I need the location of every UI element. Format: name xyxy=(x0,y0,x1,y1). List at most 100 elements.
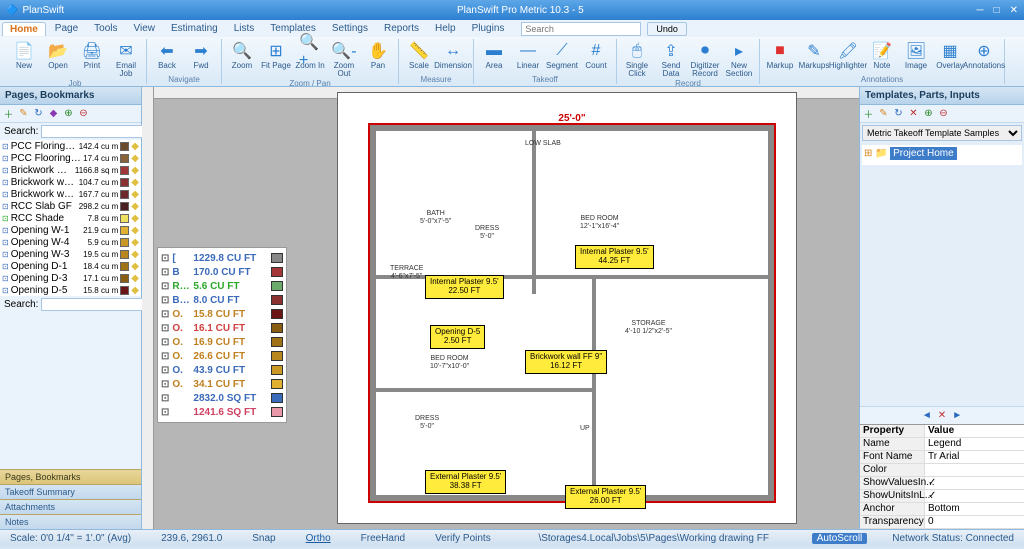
pan-button[interactable]: ✋Pan xyxy=(362,39,394,79)
menu-page[interactable]: Page xyxy=(48,22,85,35)
menu-tools[interactable]: Tools xyxy=(87,22,124,35)
property-row[interactable]: AnchorBottom xyxy=(860,503,1024,516)
add-icon[interactable]: ＋ xyxy=(2,107,15,120)
scale-button[interactable]: 📏Scale xyxy=(403,39,435,71)
callout[interactable]: Internal Plaster 9.5'44.25 FT xyxy=(575,245,654,269)
collapse-icon[interactable]: ⊖ xyxy=(77,107,90,120)
menu-help[interactable]: Help xyxy=(428,22,463,35)
zoom-in-button[interactable]: 🔍+Zoom In xyxy=(294,39,326,79)
ortho-toggle[interactable]: Ortho xyxy=(301,533,336,544)
markup-button[interactable]: ■Markup xyxy=(764,39,796,71)
callout[interactable]: Internal Plaster 9.5'22.50 FT xyxy=(425,275,504,299)
back-button[interactable]: ⬅Back xyxy=(151,39,183,71)
config-icon[interactable]: ✎ xyxy=(877,107,890,120)
tree-item[interactable]: ⊡PCC Flooring Ramp17.4 cu m◆ xyxy=(0,152,141,164)
menu-reports[interactable]: Reports xyxy=(377,22,426,35)
expand-icon[interactable]: ⊕ xyxy=(62,107,75,120)
segment-button[interactable]: ⟋Segment xyxy=(546,39,578,71)
callout[interactable]: External Plaster 9.5'38.38 FT xyxy=(425,470,506,494)
property-row[interactable]: ShowUnitsInL...✓ xyxy=(860,490,1024,503)
verify-toggle[interactable]: Verify Points xyxy=(430,533,496,544)
send-data-button[interactable]: ⇪Send Data xyxy=(655,39,687,79)
maximize-button[interactable]: □ xyxy=(994,5,1000,16)
open-button[interactable]: 📂Open xyxy=(42,39,74,79)
markups-button[interactable]: ✎Markups xyxy=(798,39,830,71)
tree-item[interactable]: ⊡Opening D-317.1 cu m◆ xyxy=(0,272,141,284)
tree-item[interactable]: ⊡Brickwork wall ...1166.8 sq m◆ xyxy=(0,164,141,176)
action-icon[interactable]: ◆ xyxy=(47,107,60,120)
callout[interactable]: Brickwork wall FF 9"16.12 FT xyxy=(525,350,607,374)
single-click-button[interactable]: 🖱Single Click xyxy=(621,39,653,79)
tab-attachments[interactable]: Attachments xyxy=(0,499,141,514)
digitizer-record-button[interactable]: ⏺Digitizer Record xyxy=(689,39,721,79)
tab-takeoff-summary[interactable]: Takeoff Summary xyxy=(0,484,141,499)
pages-tree[interactable]: ⊡PCC Floring 1:2:...142.4 cu m◆⊡PCC Floo… xyxy=(0,140,141,296)
template-tree[interactable]: ⊞ 📁 Project Home xyxy=(862,145,1022,165)
template-select[interactable]: Metric Takeoff Template Samples xyxy=(862,125,1022,141)
freehand-toggle[interactable]: FreeHand xyxy=(356,533,410,544)
property-row[interactable]: ShowValuesIn...✓ xyxy=(860,477,1024,490)
tree-item[interactable]: ⊡Opening W-319.5 cu m◆ xyxy=(0,248,141,260)
tab-notes[interactable]: Notes xyxy=(0,514,141,529)
close-button[interactable]: ✕ xyxy=(1010,5,1018,16)
tab-pages-bookmarks[interactable]: Pages, Bookmarks xyxy=(0,469,141,484)
property-row[interactable]: Font NameTr Arial xyxy=(860,451,1024,464)
annotations-button[interactable]: ⊕Annotations xyxy=(968,39,1000,71)
tree-item[interactable]: ⊡Opening D-118.4 cu m◆ xyxy=(0,260,141,272)
menu-lists[interactable]: Lists xyxy=(227,22,262,35)
image-button[interactable]: 🖼Image xyxy=(900,39,932,71)
project-home-item[interactable]: Project Home xyxy=(890,147,957,160)
collapse-icon[interactable]: ⊖ xyxy=(937,107,950,120)
property-row[interactable]: Transparency0 xyxy=(860,516,1024,529)
tree-item[interactable]: ⊡RCC Slab GF298.2 cu m◆ xyxy=(0,200,141,212)
menu-plugins[interactable]: Plugins xyxy=(465,22,512,35)
minimize-button[interactable]: ─ xyxy=(976,5,983,16)
refresh-icon[interactable]: ↻ xyxy=(892,107,905,120)
new-button[interactable]: 📄New xyxy=(8,39,40,79)
tree-item[interactable]: ⊡Opening W-121.9 cu m◆ xyxy=(0,224,141,236)
nav-close-icon[interactable]: ✕ xyxy=(938,410,946,421)
menu-estimating[interactable]: Estimating xyxy=(164,22,225,35)
tree-item[interactable]: ⊡Brickwork wall 6'167.7 cu m◆ xyxy=(0,188,141,200)
legend-box[interactable]: ⊡[1229.8 CU FT⊡B170.0 CU FT⊡R…5.6 CU FT⊡… xyxy=(157,247,287,423)
add-icon[interactable]: ＋ xyxy=(862,107,875,120)
fwd-button[interactable]: ➡Fwd xyxy=(185,39,217,71)
menu-view[interactable]: View xyxy=(127,22,163,35)
print-button[interactable]: 🖨Print xyxy=(76,39,108,79)
refresh-icon[interactable]: ↻ xyxy=(32,107,45,120)
snap-toggle[interactable]: Snap xyxy=(247,533,280,544)
tree-item[interactable]: ⊡Opening D-515.8 cu m◆ xyxy=(0,284,141,296)
undo-button[interactable]: Undo xyxy=(647,22,687,36)
autoscroll-toggle[interactable]: AutoScroll xyxy=(812,533,868,544)
zoom-out-button[interactable]: 🔍-Zoom Out xyxy=(328,39,360,79)
canvas-area[interactable]: ⊡[1229.8 CU FT⊡B170.0 CU FT⊡R…5.6 CU FT⊡… xyxy=(142,87,859,529)
callout[interactable]: External Plaster 9.5'26.00 FT xyxy=(565,485,646,509)
nav-prev-icon[interactable]: ◄ xyxy=(922,410,932,421)
property-grid[interactable]: PropertyValueNameLegendFont NameTr Arial… xyxy=(860,424,1024,529)
fit-page-button[interactable]: ⊞Fit Page xyxy=(260,39,292,79)
menu-search-input[interactable] xyxy=(521,22,641,36)
tree-item[interactable]: ⊡Brickwork wall 6...104.7 cu m◆ xyxy=(0,176,141,188)
highlighter-button[interactable]: 🖍Highlighter xyxy=(832,39,864,71)
menu-settings[interactable]: Settings xyxy=(325,22,375,35)
nav-next-icon[interactable]: ► xyxy=(952,410,962,421)
overlay-button[interactable]: ▦Overlay xyxy=(934,39,966,71)
callout[interactable]: Opening D-52.50 FT xyxy=(430,325,485,349)
delete-icon[interactable]: ✕ xyxy=(907,107,920,120)
linear-button[interactable]: ―Linear xyxy=(512,39,544,71)
config-icon[interactable]: ✎ xyxy=(17,107,30,120)
property-row[interactable]: Color xyxy=(860,464,1024,477)
count-button[interactable]: #Count xyxy=(580,39,612,71)
tree-item[interactable]: ⊡RCC Shade7.8 cu m◆ xyxy=(0,212,141,224)
drawing-page[interactable]: 25'-0" BATH5'-0"x7'-5"DRESS5'-0"BED ROOM… xyxy=(337,92,797,524)
expand-icon[interactable]: ⊕ xyxy=(922,107,935,120)
property-row[interactable]: NameLegend xyxy=(860,438,1024,451)
menu-home[interactable]: Home xyxy=(2,22,46,36)
area-button[interactable]: ▬Area xyxy=(478,39,510,71)
email-job-button[interactable]: ✉Email Job xyxy=(110,39,142,79)
tree-item[interactable]: ⊡Opening W-45.9 cu m◆ xyxy=(0,236,141,248)
zoom-button[interactable]: 🔍Zoom xyxy=(226,39,258,79)
dimension-button[interactable]: ↔Dimension xyxy=(437,39,469,71)
note-button[interactable]: 📝Note xyxy=(866,39,898,71)
tree-item[interactable]: ⊡PCC Floring 1:2:...142.4 cu m◆ xyxy=(0,140,141,152)
